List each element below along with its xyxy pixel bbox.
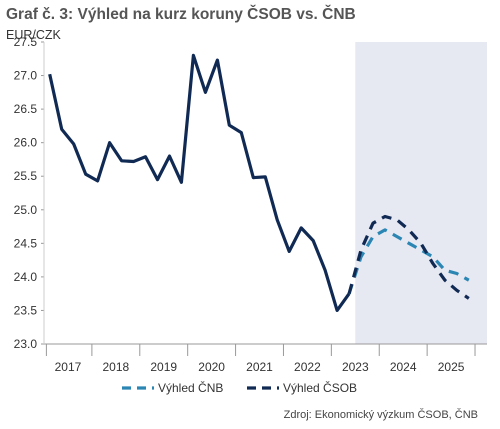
y-tick-label: 23.5 bbox=[14, 303, 38, 317]
tick-marks bbox=[41, 41, 487, 356]
y-tick-label: 27.0 bbox=[14, 69, 38, 83]
y-tick-label: 27.5 bbox=[14, 35, 38, 49]
chart-title: Graf č. 3: Výhled na kurz koruny ČSOB vs… bbox=[6, 6, 356, 23]
y-tick-labels: 23.0 23.5 24.0 24.5 25.0 25.5 26.0 26.5 27.0 27.5 bbox=[14, 35, 38, 351]
forecast-region bbox=[355, 42, 487, 344]
x-tick-label: 2025 bbox=[438, 360, 465, 374]
y-tick-label: 26.5 bbox=[14, 102, 38, 116]
x-tick-label: 2021 bbox=[246, 360, 273, 374]
source-note: Zdroj: Ekonomický výzkum ČSOB, ČNB bbox=[283, 409, 478, 421]
series-lines bbox=[48, 53, 470, 312]
legend: Výhled ČNB Výhled ČSOB bbox=[122, 380, 357, 395]
x-tick-label: 2020 bbox=[198, 360, 225, 374]
y-tick-label: 24.5 bbox=[14, 236, 38, 250]
y-tick-label: 25.5 bbox=[14, 169, 38, 183]
y-tick-label: 23.0 bbox=[14, 337, 38, 351]
legend-label: Výhled ČNB bbox=[158, 380, 223, 395]
forecast-series-line-1 bbox=[347, 228, 470, 295]
historical-series-line bbox=[48, 53, 351, 312]
y-axis-unit-label: EUR/CZK bbox=[6, 28, 61, 42]
legend-label: Výhled ČSOB bbox=[283, 380, 357, 395]
x-tick-label: 2017 bbox=[55, 360, 82, 374]
x-tick-labels: 2017 2018 2019 2020 2021 2022 2023 2024 2025 bbox=[55, 360, 465, 374]
x-tick-label: 2019 bbox=[150, 360, 177, 374]
y-tick-label: 25.0 bbox=[14, 203, 38, 217]
x-tick-label: 2023 bbox=[342, 360, 369, 374]
x-tick-label: 2022 bbox=[294, 360, 321, 374]
y-tick-label: 26.0 bbox=[14, 136, 38, 150]
x-tick-label: 2024 bbox=[390, 360, 417, 374]
y-tick-label: 24.0 bbox=[14, 270, 38, 284]
x-tick-label: 2018 bbox=[102, 360, 129, 374]
